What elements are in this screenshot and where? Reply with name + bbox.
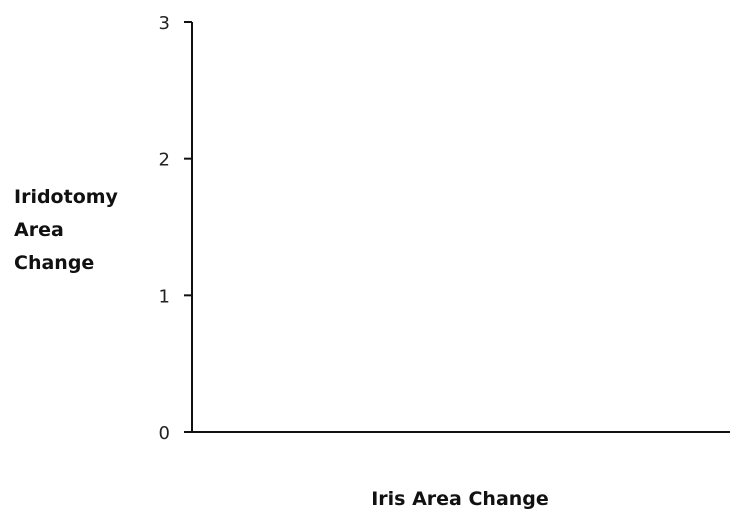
y-tick-label: 1 — [159, 286, 170, 307]
y-tick-label: 3 — [159, 13, 170, 34]
y-axis-title: Iridotomy Area Change — [14, 186, 119, 274]
y-axis: 0 1 2 3 — [159, 13, 193, 444]
y-axis-title-line: Area — [14, 219, 64, 241]
y-axis-title-line: Change — [14, 252, 94, 274]
x-axis-title: Iris Area Change — [371, 488, 549, 510]
y-tick-label: 0 — [159, 423, 170, 444]
x-axis: 0.60.70.80.9 — [192, 431, 730, 433]
y-tick-label: 2 — [159, 150, 170, 171]
y-axis-title-line: Iridotomy — [14, 186, 119, 208]
